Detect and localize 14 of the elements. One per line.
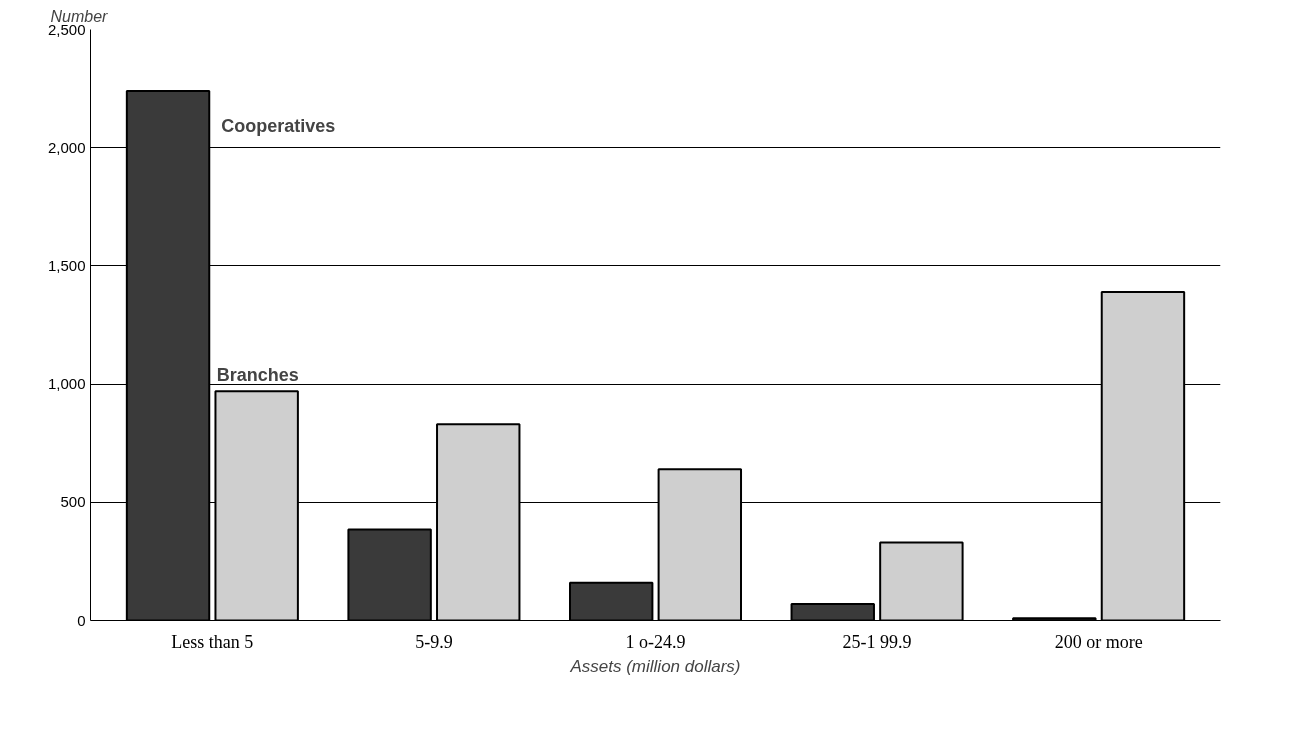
y-tick-label: 500 [60,493,86,511]
y-tick-label: 1,000 [47,375,86,393]
y-tick-label: 2,000 [47,138,86,156]
series-label: Branches [216,364,299,385]
x-tick-label: 1 o-24.9 [625,631,686,652]
x-tick-label: 25-1 99.9 [842,631,912,652]
series-label: Cooperatives [221,116,336,137]
y-tick-label: 0 [77,611,86,629]
x-axis-title: Assets (million dollars) [569,656,741,676]
x-tick-label: 200 or more [1054,631,1143,652]
y-tick-label: 1,500 [47,256,86,274]
y-axis-title: Number [50,7,109,25]
x-tick-label: Less than 5 [171,631,254,652]
x-tick-label: 5-9.9 [415,631,453,652]
